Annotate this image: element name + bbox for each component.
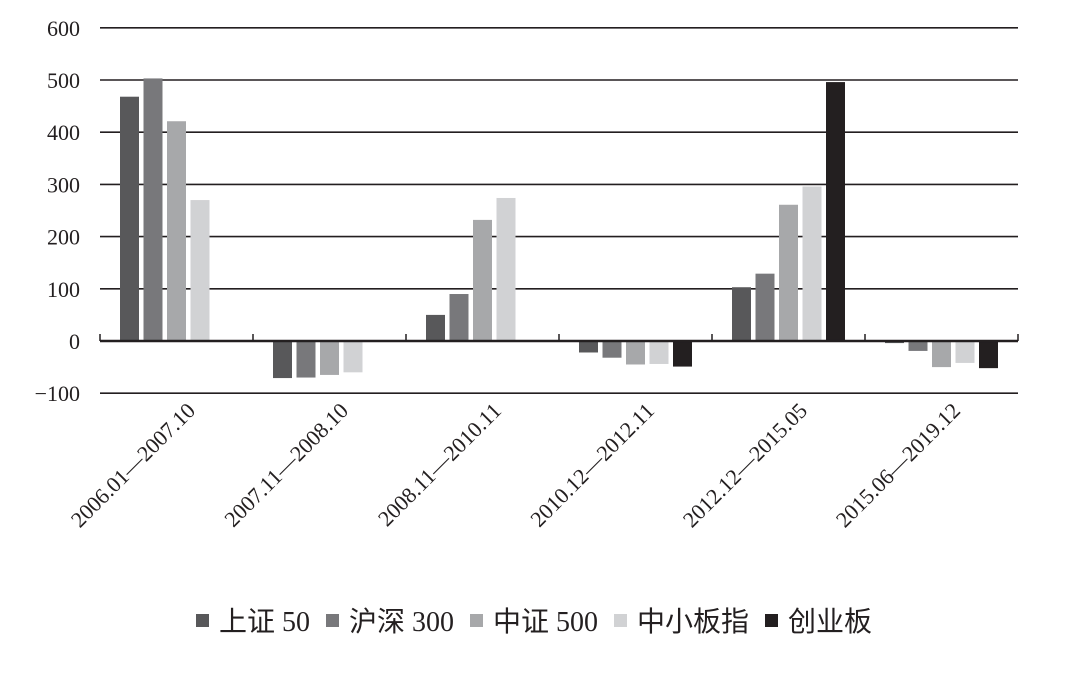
y-tick-label: 400 [47, 120, 80, 145]
bar-1 [579, 341, 598, 353]
y-tick-label: 600 [47, 16, 80, 41]
bar-4 [955, 341, 975, 363]
bar-5 [673, 341, 692, 367]
legend-item: 沪深 300 [325, 600, 454, 640]
bar-4 [649, 341, 669, 364]
x-axis [99, 334, 1019, 343]
legend-item: 创业板 [765, 600, 872, 640]
legend-swatch-icon [195, 613, 209, 627]
y-tick-label: 100 [47, 277, 80, 302]
bar-2 [143, 78, 163, 342]
legend-label: 上证 50 [218, 607, 310, 638]
bar-4 [343, 341, 363, 373]
bar-1 [273, 341, 292, 379]
bar-1 [426, 314, 445, 341]
legend-label: 沪深 300 [348, 607, 454, 638]
bar-2 [602, 341, 622, 358]
bars [120, 78, 998, 379]
y-tick-label: 200 [47, 225, 80, 250]
bar-5 [826, 82, 845, 341]
bar-2 [908, 341, 928, 351]
bar-2 [449, 294, 469, 341]
legend-label: 中证 500 [492, 607, 598, 638]
x-category-label: 2015.06—2019.12 [831, 398, 965, 532]
legend-item: 中小板指 [614, 600, 749, 640]
legend-label: 创业板 [788, 607, 873, 638]
x-axis-category-labels: 2006.01—2007.10 2007.11—2008.10 2008.11—20… [66, 398, 965, 532]
bar-4 [802, 186, 822, 341]
bar-3 [932, 341, 951, 368]
y-tick-label: 500 [47, 68, 80, 93]
bar-1 [732, 287, 751, 341]
x-category-label: 2012.12—2015.05 [678, 398, 812, 532]
bar-4 [190, 200, 210, 341]
bar-4 [496, 197, 516, 341]
bar-2 [296, 341, 316, 378]
bar-3 [167, 121, 186, 341]
bar-3 [779, 204, 798, 341]
bar-2 [755, 273, 775, 341]
x-category-label: 2008.11—2010.11 [373, 398, 506, 531]
legend-swatch-icon [765, 613, 779, 627]
bar-3 [320, 341, 339, 375]
bar-3 [473, 219, 492, 341]
legend-swatch-icon [614, 613, 627, 627]
y-tick-label: 0 [69, 329, 80, 354]
y-tick-label: 300 [47, 172, 80, 197]
x-category-label: 2007.11—2008.10 [219, 398, 353, 532]
y-axis-tick-labels: 600 500 400 300 200 100 0 −100 [35, 16, 80, 406]
legend-item: 中证 500 [469, 600, 598, 640]
legend-swatch-icon [469, 613, 483, 627]
legend-swatch-icon [325, 613, 339, 627]
bar-3 [626, 341, 645, 365]
legend-label: 中小板指 [637, 607, 750, 638]
gridlines [100, 26, 1018, 395]
x-category-label: 2006.01—2007.10 [66, 398, 200, 532]
legend: 上证 50 沪深 300 中证 500 中小板指 创业板 [0, 600, 1068, 640]
y-tick-label: −100 [35, 381, 80, 406]
bar-1 [120, 96, 139, 341]
x-category-label: 2010.12—2012.11 [525, 398, 659, 532]
legend-item: 上证 50 [195, 600, 310, 640]
bar-5 [979, 341, 998, 369]
